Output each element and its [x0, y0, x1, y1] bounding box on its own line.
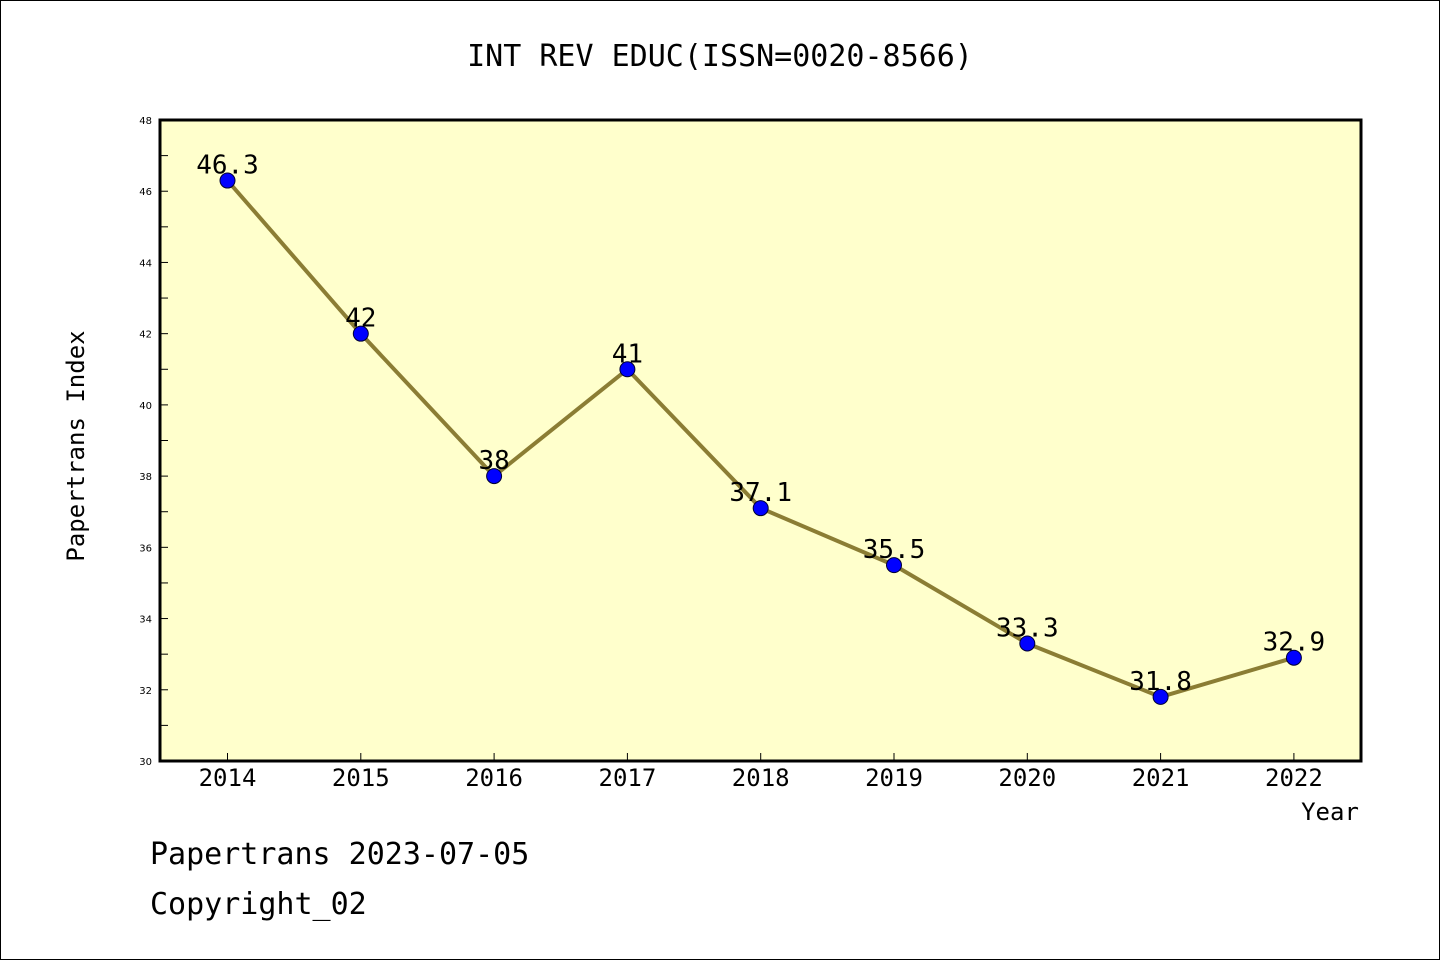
y-tick-label: 44 [139, 258, 152, 269]
data-point [752, 500, 769, 517]
data-point [1285, 649, 1302, 666]
data-point [1019, 635, 1036, 652]
data-point [619, 361, 636, 378]
data-point [886, 557, 902, 574]
data-label: 31.8 [1129, 667, 1192, 697]
y-axis-title: Papertrans Index [62, 330, 90, 561]
y-tick-label: 30 [139, 757, 152, 768]
y-tick-label: 38 [139, 472, 152, 483]
y-tick-label: 34 [139, 615, 152, 626]
data-labels: 46.3 42 38 41 37.1 35.5 33.3 31.8 32.9 [196, 151, 1325, 697]
x-axis: 2014 2015 2016 2017 2018 2019 2020 2021 2022 [199, 753, 1323, 792]
data-label: 46.3 [196, 151, 259, 181]
footer-copyright: Copyright_02 [150, 887, 367, 922]
x-tick-label: 2020 [998, 764, 1056, 792]
data-label: 37.1 [729, 478, 792, 508]
data-label: 35.5 [863, 535, 926, 565]
series-line [219, 172, 1302, 705]
x-tick-label: 2016 [465, 764, 523, 792]
x-tick-label: 2018 [732, 764, 790, 792]
x-tick-label: 2017 [599, 764, 657, 792]
data-label: 41 [612, 339, 643, 369]
y-tick-label: 40 [139, 401, 152, 412]
x-axis-title: Year [1301, 798, 1359, 826]
x-tick-label: 2021 [1132, 764, 1190, 792]
chart-title: INT REV EDUC(ISSN=0020-8566) [467, 39, 973, 74]
data-point [219, 172, 236, 189]
x-tick-label: 2015 [332, 764, 390, 792]
data-label: 32.9 [1263, 628, 1326, 658]
y-tick-label: 46 [139, 187, 152, 198]
data-point [1152, 688, 1169, 705]
x-tick-label: 2019 [865, 764, 923, 792]
plot-border [158, 118, 1363, 763]
plot-area [160, 120, 1361, 761]
data-point [352, 325, 369, 342]
x-tick-label: 2014 [199, 764, 257, 792]
data-label: 42 [345, 304, 376, 334]
y-axis: 30 32 34 36 38 40 42 44 46 48 [139, 116, 168, 768]
data-label: 33.3 [996, 613, 1059, 643]
data-point [486, 468, 503, 485]
y-tick-label: 32 [139, 686, 152, 697]
y-tick-label: 42 [139, 330, 152, 341]
x-tick-label: 2022 [1265, 764, 1323, 792]
data-label: 38 [478, 446, 509, 476]
footer-date: Papertrans 2023-07-05 [150, 837, 529, 872]
y-tick-label: 48 [139, 116, 152, 127]
y-tick-label: 36 [139, 543, 152, 554]
